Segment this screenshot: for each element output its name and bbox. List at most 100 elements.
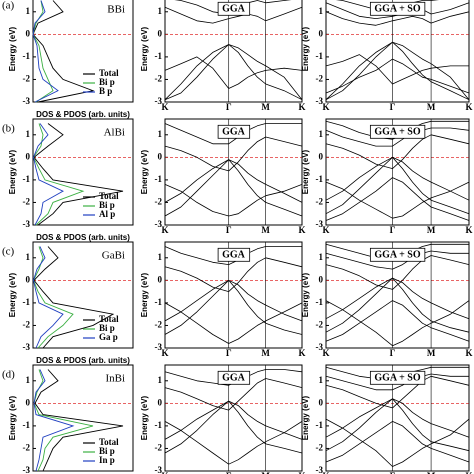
y-tick-label: -1 xyxy=(23,297,31,307)
y-tick-label: -2 xyxy=(155,74,163,84)
y-axis-title: Energy (eV) xyxy=(140,395,149,440)
y-tick-label: -3 xyxy=(316,219,324,229)
method-box xyxy=(369,1,426,16)
band xyxy=(325,421,470,463)
x-tick-label: Γ xyxy=(226,348,232,358)
band xyxy=(164,257,303,292)
y-tick-label: 0 xyxy=(26,151,31,161)
x-tick-label: K xyxy=(465,471,472,474)
y-tick-label: 1 xyxy=(158,252,163,262)
y-tick-label: 1 xyxy=(26,129,31,139)
x-tick-label: M xyxy=(427,348,436,358)
y-tick-label: -1 xyxy=(155,420,163,430)
y-tick-label: -3 xyxy=(23,219,31,229)
x-tick-label: K xyxy=(322,225,329,235)
x-tick-label: M xyxy=(261,102,270,112)
x-tick-label: Γ xyxy=(390,348,396,358)
legend-label: Bi p xyxy=(99,323,115,333)
material-label: InBi xyxy=(105,373,125,385)
method-box xyxy=(217,1,251,16)
legend-label: In p xyxy=(99,455,115,465)
x-tick-label: K xyxy=(161,348,168,358)
method-box xyxy=(369,370,426,385)
band xyxy=(325,127,470,147)
y-tick-label: -2 xyxy=(23,320,31,330)
dos-curve xyxy=(33,123,64,226)
band xyxy=(325,300,470,347)
band xyxy=(164,6,303,24)
y-tick-label: -3 xyxy=(155,342,163,352)
y-axis-title: Energy (eV) xyxy=(8,149,17,194)
x-tick-label: Γ xyxy=(390,471,396,474)
material-label: BBi xyxy=(107,4,125,16)
y-tick-label: -1 xyxy=(155,51,163,61)
y-tick-label: -2 xyxy=(23,197,31,207)
x-tick-label: K xyxy=(298,471,305,474)
x-tick-label: Γ xyxy=(226,225,232,235)
legend-label: Ga p xyxy=(99,332,118,342)
band xyxy=(164,302,303,344)
y-tick-label: 0 xyxy=(158,397,163,407)
band xyxy=(325,11,470,26)
band xyxy=(164,56,303,89)
dos-curve xyxy=(32,0,54,103)
dos-curve xyxy=(32,0,95,103)
band xyxy=(325,41,470,100)
x-tick-label: K xyxy=(161,471,168,474)
band xyxy=(325,277,470,320)
y-tick-label: 0 xyxy=(158,274,163,284)
y-tick-label: 0 xyxy=(26,397,31,407)
y-tick-label: -2 xyxy=(23,74,31,84)
y-tick-label: -3 xyxy=(23,465,31,474)
legend-label: B p xyxy=(99,86,112,96)
legend-label: Bi p xyxy=(99,446,115,456)
band xyxy=(164,421,303,465)
legend-label: Bi p xyxy=(99,77,115,87)
panel-label: (d) xyxy=(2,369,15,381)
x-tick-label: K xyxy=(298,348,305,358)
y-axis-title: Energy (eV) xyxy=(8,26,17,71)
band xyxy=(164,136,303,172)
band xyxy=(325,398,470,438)
band xyxy=(325,398,470,452)
legend-label: Bi p xyxy=(99,200,115,210)
y-axis-title: Energy (eV) xyxy=(301,395,310,440)
panel-label: (b) xyxy=(2,123,15,135)
method-box xyxy=(217,370,251,385)
y-tick-label: -3 xyxy=(155,465,163,474)
x-axis-title: DOS & PDOS (arb. units) xyxy=(36,356,130,365)
x-tick-label: Γ xyxy=(390,225,396,235)
x-tick-label: M xyxy=(427,225,436,235)
band xyxy=(325,134,470,169)
y-tick-label: 1 xyxy=(158,129,163,139)
dos-curve xyxy=(33,123,124,226)
material-label: GaBi xyxy=(102,250,125,262)
band xyxy=(164,400,303,440)
method-label: GGA xyxy=(222,372,246,383)
x-tick-label: K xyxy=(322,348,329,358)
y-tick-label: 1 xyxy=(26,6,31,16)
band xyxy=(164,44,303,100)
band xyxy=(325,54,469,85)
y-tick-label: -2 xyxy=(155,443,163,453)
method-label: GGA + SO xyxy=(374,249,420,260)
band xyxy=(325,418,470,467)
y-tick-label: -3 xyxy=(155,96,163,106)
band xyxy=(164,400,303,454)
band xyxy=(164,378,303,411)
band xyxy=(325,181,470,219)
y-tick-label: -2 xyxy=(23,443,31,453)
x-tick-label: K xyxy=(465,348,472,358)
legend-label: Total xyxy=(99,68,119,78)
y-tick-label: -1 xyxy=(316,51,324,61)
y-axis-title: Energy (eV) xyxy=(140,26,149,71)
y-tick-label: -1 xyxy=(23,174,31,184)
panel-label: (c) xyxy=(2,246,15,258)
method-label: GGA xyxy=(222,249,246,260)
band xyxy=(325,156,470,215)
method-label: GGA + SO xyxy=(374,3,420,14)
y-tick-label: 0 xyxy=(319,274,324,284)
y-tick-label: -3 xyxy=(316,96,324,106)
dos-curve xyxy=(33,246,115,349)
